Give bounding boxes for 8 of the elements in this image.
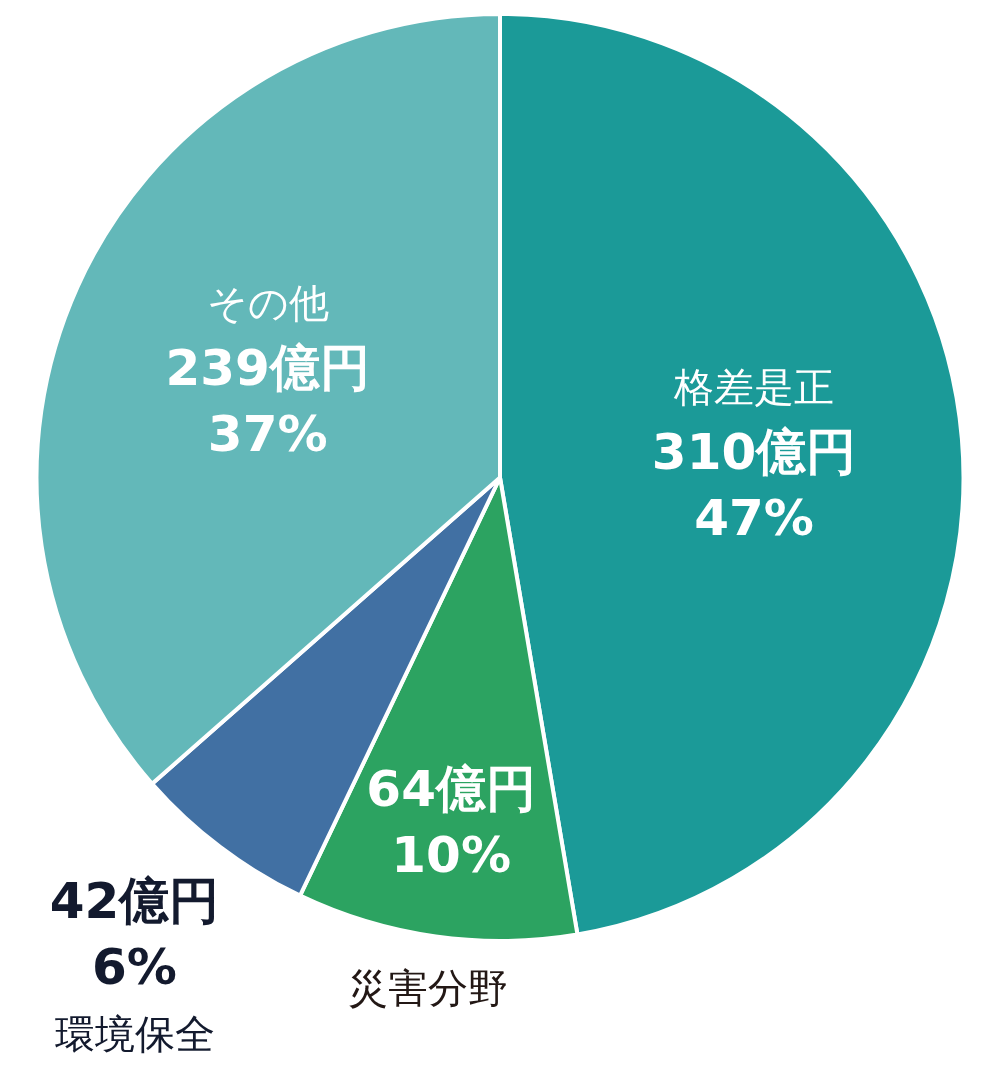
data-label: 310億円 47% [651, 423, 857, 548]
slice-label: 災害分野 [348, 965, 509, 1011]
slice-label: 環境保全 [54, 1010, 215, 1057]
slice-label: その他 [206, 279, 329, 326]
data-label: 239億円 37% [165, 339, 370, 464]
data-label: 64億円 10% [366, 760, 536, 885]
slice-label: 格差是正 [673, 363, 835, 410]
data-label: 42億円 6% [49, 872, 220, 997]
